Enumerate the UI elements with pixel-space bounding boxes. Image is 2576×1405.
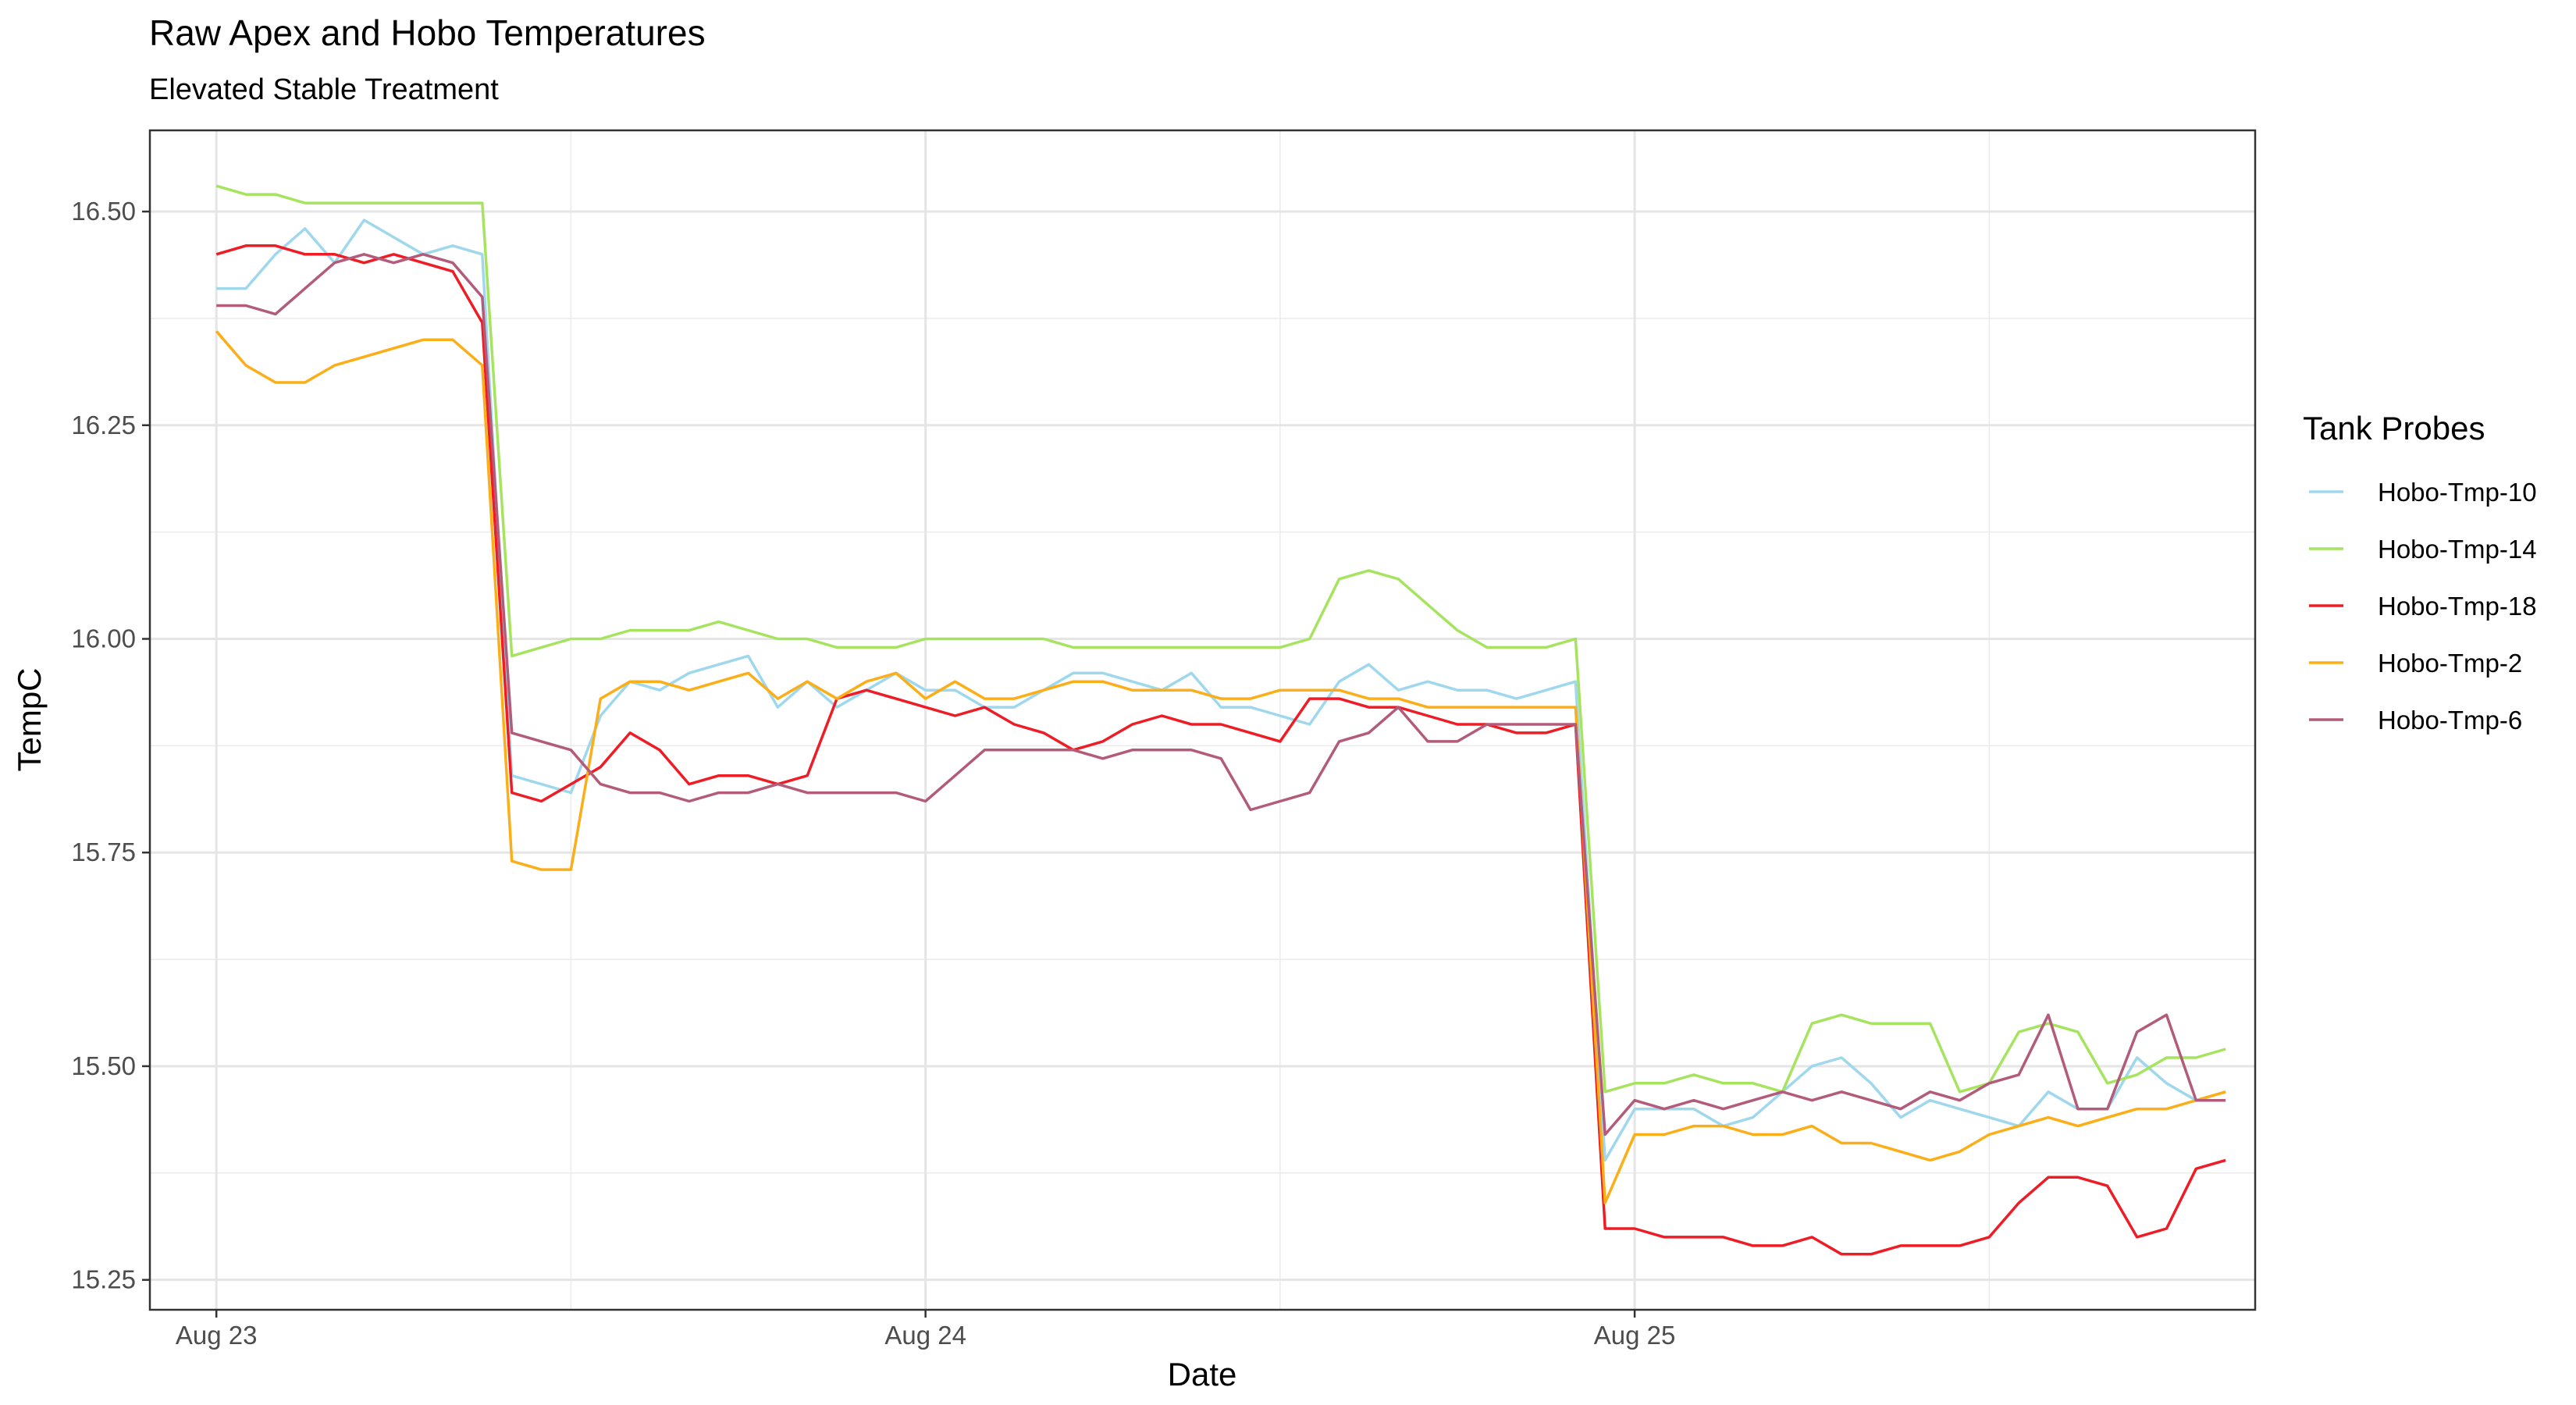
series-line-hobo-tmp-14 [215,184,2226,1094]
legend: Tank Probes Hobo-Tmp-10 Hobo-Tmp-14 Hobo-T… [2303,410,2537,735]
legend-label: Hobo-Tmp-6 [2378,706,2522,735]
series-line-hobo-tmp-6 [216,253,2226,1136]
series-line-hobo-tmp-18 [215,244,2226,1256]
x-tick-label: Aug 24 [884,1321,966,1350]
y-tick-label: 15.75 [71,838,136,866]
major-gridlines [150,130,2255,1310]
plot-panel [150,130,2255,1310]
legend-title: Tank Probes [2303,410,2485,446]
y-tick-label: 15.50 [71,1051,136,1080]
series-line-hobo-tmp-2 [215,330,2226,1204]
x-tick-label: Aug 25 [1594,1321,1676,1350]
x-tick-label: Aug 23 [176,1321,258,1350]
plot-border [148,129,2257,1311]
x-axis-ticks: Aug 23 Aug 24 Aug 25 [176,1310,1676,1350]
legend-label: Hobo-Tmp-10 [2378,478,2537,507]
y-tick-label: 16.50 [71,197,136,226]
legend-label: Hobo-Tmp-18 [2378,592,2537,621]
y-tick-label: 15.25 [71,1265,136,1294]
legend-label: Hobo-Tmp-2 [2378,649,2522,678]
legend-label: Hobo-Tmp-14 [2378,535,2537,564]
y-axis-title: TempC [11,667,48,771]
y-tick-label: 16.00 [71,624,136,653]
y-axis-ticks: 15.25 15.50 15.75 16.00 16.25 16.50 [71,197,150,1294]
chart-title: Raw Apex and Hobo Temperatures [149,12,706,53]
series-lines [215,184,2226,1256]
x-axis-title: Date [1168,1356,1237,1393]
minor-gridlines [150,130,2255,1310]
y-tick-label: 16.25 [71,411,136,439]
chart-subtitle: Elevated Stable Treatment [149,73,499,106]
